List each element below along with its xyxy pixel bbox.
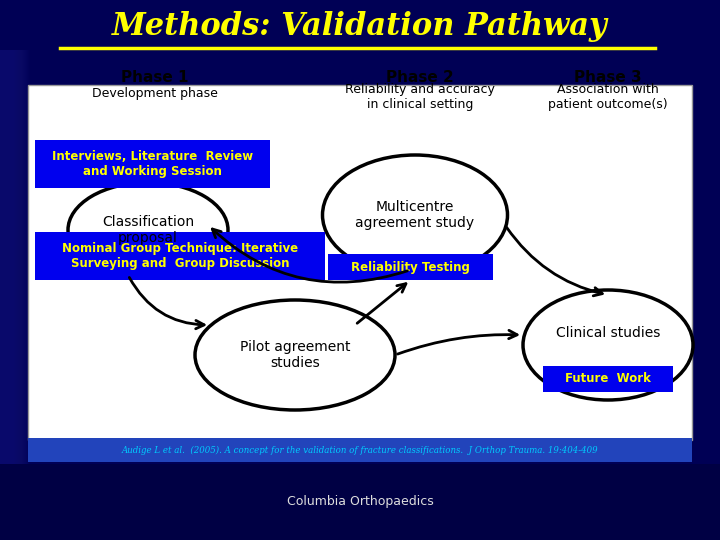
- Bar: [0, 0, 720, 50]
- Ellipse shape: [523, 290, 693, 400]
- Text: Reliability and accuracy
in clinical setting: Reliability and accuracy in clinical set…: [345, 83, 495, 111]
- Text: Phase 3: Phase 3: [574, 71, 642, 85]
- Bar: [0, 0, 25, 540]
- Bar: [35, 232, 325, 280]
- Text: Columbia Orthopaedics: Columbia Orthopaedics: [287, 496, 433, 509]
- Bar: [0, 0, 19, 540]
- Text: Nominal Group Technique: Iterative
Surveying and  Group Discussion: Nominal Group Technique: Iterative Surve…: [62, 242, 298, 270]
- Bar: [0, 0, 28, 540]
- Bar: [0, 0, 26, 540]
- Text: Future  Work: Future Work: [565, 373, 651, 386]
- Bar: [0, 0, 20, 540]
- Text: Audige L et al.  (2005). A concept for the validation of fracture classification: Audige L et al. (2005). A concept for th…: [122, 446, 598, 455]
- Text: Pilot agreement
studies: Pilot agreement studies: [240, 340, 350, 370]
- Bar: [0, 0, 3, 540]
- Bar: [0, 0, 27, 540]
- Bar: [543, 366, 673, 392]
- Bar: [0, 0, 15, 540]
- Bar: [0, 0, 6, 540]
- Bar: [0, 0, 18, 540]
- Ellipse shape: [323, 155, 508, 275]
- Bar: [0, 0, 11, 540]
- Bar: [0, 0, 8, 540]
- Text: Reliability Testing: Reliability Testing: [351, 260, 470, 273]
- Bar: [0, 0, 7, 540]
- Bar: [0, 0, 4, 540]
- Bar: [0, 0, 22, 540]
- Text: Phase 1: Phase 1: [121, 71, 189, 85]
- Bar: [28, 438, 692, 462]
- Bar: [0, 0, 17, 540]
- Bar: [0, 0, 16, 540]
- Text: Clinical studies: Clinical studies: [556, 326, 660, 340]
- Bar: [0, 0, 21, 540]
- Bar: [0, 0, 23, 540]
- Text: Development phase: Development phase: [92, 86, 218, 99]
- Bar: [0, 0, 2, 540]
- Bar: [0, 464, 720, 540]
- Bar: [0, 0, 12, 540]
- Ellipse shape: [195, 300, 395, 410]
- Bar: [0, 0, 29, 540]
- Text: Association with
patient outcome(s): Association with patient outcome(s): [548, 83, 668, 111]
- Bar: [28, 85, 692, 440]
- Bar: [0, 0, 5, 540]
- Bar: [0, 0, 24, 540]
- Bar: [0, 0, 30, 540]
- Bar: [35, 140, 270, 188]
- Bar: [0, 0, 14, 540]
- Bar: [0, 0, 13, 540]
- Bar: [0, 0, 9, 540]
- Text: Phase 2: Phase 2: [386, 71, 454, 85]
- Bar: [328, 254, 493, 280]
- Ellipse shape: [68, 183, 228, 278]
- Text: Methods: Validation Pathway: Methods: Validation Pathway: [112, 11, 608, 43]
- Text: Classification
proposal: Classification proposal: [102, 215, 194, 245]
- Bar: [0, 0, 1, 540]
- Text: Interviews, Literature  Review
and Working Session: Interviews, Literature Review and Workin…: [52, 150, 253, 178]
- Bar: [0, 0, 10, 540]
- Text: Multicentre
agreement study: Multicentre agreement study: [356, 200, 474, 230]
